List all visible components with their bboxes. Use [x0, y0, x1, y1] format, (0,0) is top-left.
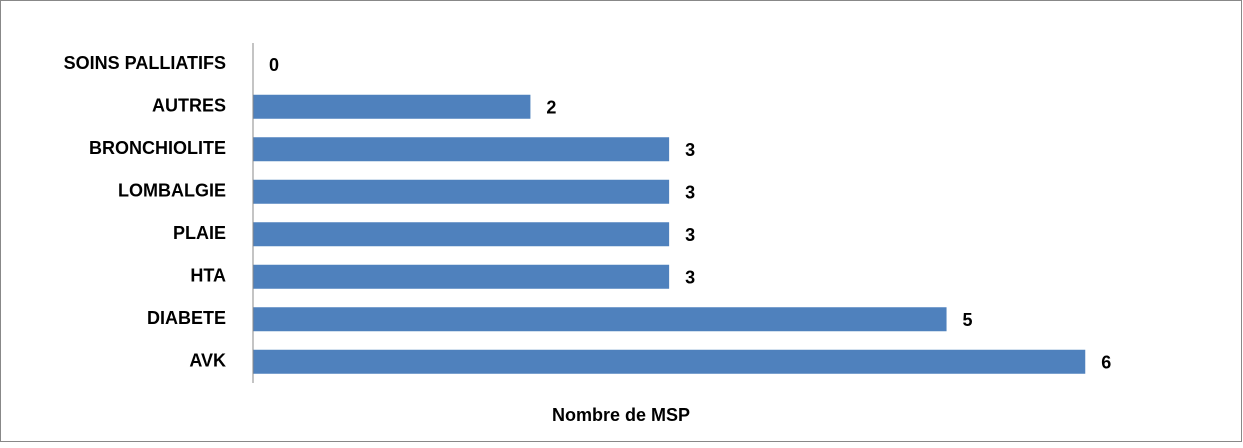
y-tick-label: HTA	[190, 266, 226, 286]
bar	[253, 137, 670, 162]
data-label: 0	[269, 55, 279, 75]
y-tick-label: SOINS PALLIATIFS	[64, 53, 226, 73]
y-tick-label: LOMBALGIE	[118, 181, 226, 201]
bar	[253, 94, 531, 119]
bar	[253, 349, 1086, 374]
y-tick-label: AUTRES	[152, 96, 226, 116]
data-label: 3	[685, 140, 695, 160]
y-tick-label: AVK	[189, 351, 226, 371]
x-axis-title: Nombre de MSP	[552, 405, 690, 425]
bar	[253, 179, 670, 204]
data-label: 6	[1101, 353, 1111, 373]
bar	[253, 264, 670, 289]
bar	[253, 222, 670, 247]
data-label: 3	[685, 183, 695, 203]
y-tick-label: PLAIE	[173, 223, 226, 243]
data-label: 3	[685, 268, 695, 288]
data-label: 5	[963, 310, 973, 330]
data-label: 3	[685, 225, 695, 245]
bar	[253, 307, 947, 332]
y-tick-label: DIABETE	[147, 308, 226, 328]
y-tick-label: BRONCHIOLITE	[89, 138, 226, 158]
data-label: 2	[546, 98, 556, 118]
